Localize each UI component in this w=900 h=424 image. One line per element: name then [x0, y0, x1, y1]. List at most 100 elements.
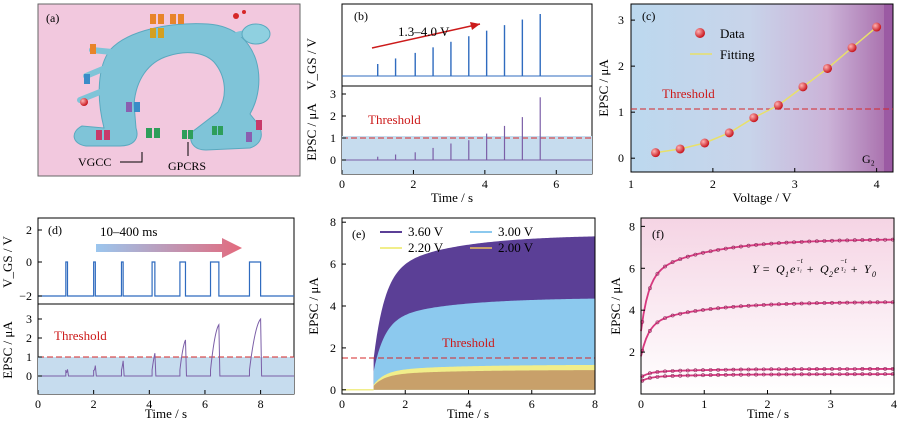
- panel-c-legend-data-marker: [695, 28, 705, 38]
- data-point: [708, 249, 713, 254]
- data-point: [761, 367, 766, 372]
- data-point: [814, 239, 819, 244]
- data-point: [875, 237, 880, 242]
- data-point: [647, 371, 652, 376]
- x-tick-label: 4: [874, 177, 880, 191]
- data-point: [723, 372, 728, 377]
- y-tick-label: 1: [618, 105, 624, 119]
- y-tick-label: 0: [26, 369, 32, 383]
- data-point: [754, 243, 759, 247]
- panel-b-ylabel-top: V_GS / V: [304, 38, 319, 90]
- data-point: [693, 252, 698, 257]
- data-point: [670, 313, 675, 318]
- data-point: [807, 372, 812, 377]
- data-point: [655, 374, 660, 379]
- eq-y0: Y: [864, 262, 872, 276]
- data-point: [822, 367, 827, 371]
- panel-a: (a) VGCC GPCRS: [37, 3, 301, 177]
- data-point: [830, 300, 834, 305]
- data-point: [716, 306, 721, 311]
- data-point: [837, 300, 842, 305]
- data-point: [773, 100, 783, 110]
- x-tick-label: 2: [765, 397, 771, 411]
- panel-d-vgs-frame: [37, 217, 295, 305]
- data-point: [807, 301, 812, 306]
- data-point: [868, 238, 872, 242]
- data-point: [749, 113, 759, 123]
- data-point: [746, 243, 751, 248]
- data-point: [852, 238, 857, 243]
- data-point: [685, 373, 690, 378]
- data-point: [678, 257, 683, 262]
- x-tick-label: 6: [202, 397, 208, 411]
- panel-b-vgs-frame: [341, 3, 593, 87]
- panel-d-threshold-label: Threshold: [54, 328, 107, 343]
- y-tick-label: 6: [629, 261, 635, 275]
- data-point: [739, 372, 743, 377]
- panel-e-xlabel: Time / s: [447, 406, 489, 421]
- x-tick-label: 4: [891, 397, 897, 411]
- y-tick-label: 0: [26, 255, 32, 269]
- y-tick-label: 2: [629, 345, 635, 359]
- panel-c-label: (c): [642, 9, 655, 23]
- data-point: [776, 241, 781, 246]
- panel-d-xlabel: Time / s: [145, 406, 187, 421]
- data-point: [769, 372, 774, 377]
- x-tick-label: 0: [339, 177, 345, 191]
- y-tick-label: 1: [26, 350, 32, 364]
- y-tick-label: 3: [26, 312, 32, 326]
- data-point: [723, 305, 728, 310]
- data-point: [837, 372, 842, 377]
- eq-plus2: +: [850, 262, 858, 276]
- eq-q2-sub: 2: [829, 270, 833, 279]
- y-tick-label: 2: [618, 59, 624, 73]
- data-point: [723, 367, 728, 372]
- vgcc-channel-icon: [80, 10, 262, 163]
- panel-f-ylabel: EPSC / μA: [608, 277, 623, 335]
- data-point: [830, 367, 834, 371]
- panel-c-ylabel: EPSC / μA: [596, 59, 611, 117]
- data-point: [739, 244, 743, 249]
- data-point: [875, 300, 880, 305]
- data-point: [860, 367, 865, 371]
- data-point: [847, 43, 857, 53]
- data-point: [700, 138, 710, 148]
- y-tick-label: 2: [26, 331, 32, 345]
- data-point: [868, 372, 872, 377]
- panel-b-arrowhead: [470, 22, 480, 30]
- data-point: [784, 367, 789, 372]
- data-point: [655, 320, 660, 325]
- data-point: [731, 304, 736, 309]
- y-tick-label: 3: [618, 13, 624, 27]
- legend-label: 3.00 V: [498, 224, 534, 239]
- eq-num1: −t: [796, 257, 804, 265]
- data-point: [852, 367, 857, 371]
- data-point: [845, 372, 850, 377]
- data-point: [716, 247, 721, 252]
- fit-curve: [640, 368, 895, 379]
- data-point: [822, 301, 827, 305]
- data-point: [761, 242, 766, 247]
- data-point: [860, 238, 865, 242]
- data-point: [716, 367, 721, 372]
- x-tick-label: 4: [146, 397, 152, 411]
- data-point: [799, 367, 804, 372]
- data-point: [670, 369, 675, 373]
- panel-d-ylabel-top: V_GS / V: [0, 236, 15, 288]
- data-point: [761, 303, 766, 307]
- panel-c-background: [631, 4, 893, 172]
- data-point: [784, 372, 789, 377]
- area-series: [373, 370, 595, 390]
- data-point: [822, 239, 827, 243]
- x-tick-label: 0: [35, 397, 41, 411]
- eq-e2: e: [834, 262, 840, 276]
- data-point: [693, 368, 698, 373]
- x-tick-label: 2: [402, 397, 408, 411]
- data-point: [872, 22, 882, 32]
- data-point: [852, 372, 857, 377]
- panel-f-background: [641, 218, 894, 394]
- x-tick-label: 4: [482, 177, 488, 191]
- y-tick-label: 8: [330, 215, 336, 229]
